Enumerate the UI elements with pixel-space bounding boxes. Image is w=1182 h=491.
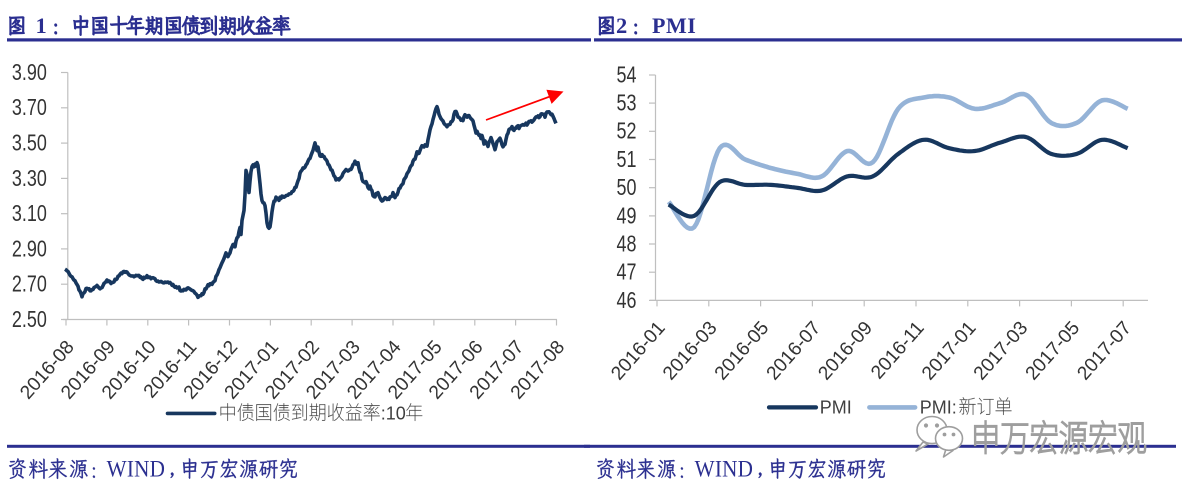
svg-text:WIND: WIND: [695, 456, 754, 482]
svg-text:1: 1: [36, 13, 47, 38]
svg-text:50: 50: [617, 175, 637, 201]
svg-text:PMI: PMI: [652, 13, 696, 38]
svg-text:49: 49: [617, 203, 637, 229]
svg-text:2.50: 2.50: [12, 307, 47, 333]
svg-text::10: :10: [381, 404, 406, 424]
svg-text:PMI: PMI: [820, 398, 852, 418]
svg-text:54: 54: [617, 62, 637, 88]
svg-text:3.70: 3.70: [12, 95, 47, 121]
svg-text:51: 51: [617, 147, 637, 173]
svg-text:WIND: WIND: [107, 456, 166, 482]
svg-text:53: 53: [617, 90, 637, 116]
svg-text:46: 46: [617, 288, 637, 314]
svg-text:PMI:: PMI:: [920, 398, 957, 418]
svg-text:48: 48: [617, 231, 637, 257]
svg-text:3.50: 3.50: [12, 130, 47, 156]
svg-text:3.90: 3.90: [12, 60, 47, 86]
svg-text:52: 52: [617, 119, 637, 145]
svg-text:3.30: 3.30: [12, 166, 47, 192]
svg-text:3.10: 3.10: [12, 201, 47, 227]
svg-text:47: 47: [617, 260, 637, 286]
svg-text:2.70: 2.70: [12, 272, 47, 298]
svg-text:2.90: 2.90: [12, 236, 47, 262]
svg-text:2: 2: [616, 13, 627, 38]
